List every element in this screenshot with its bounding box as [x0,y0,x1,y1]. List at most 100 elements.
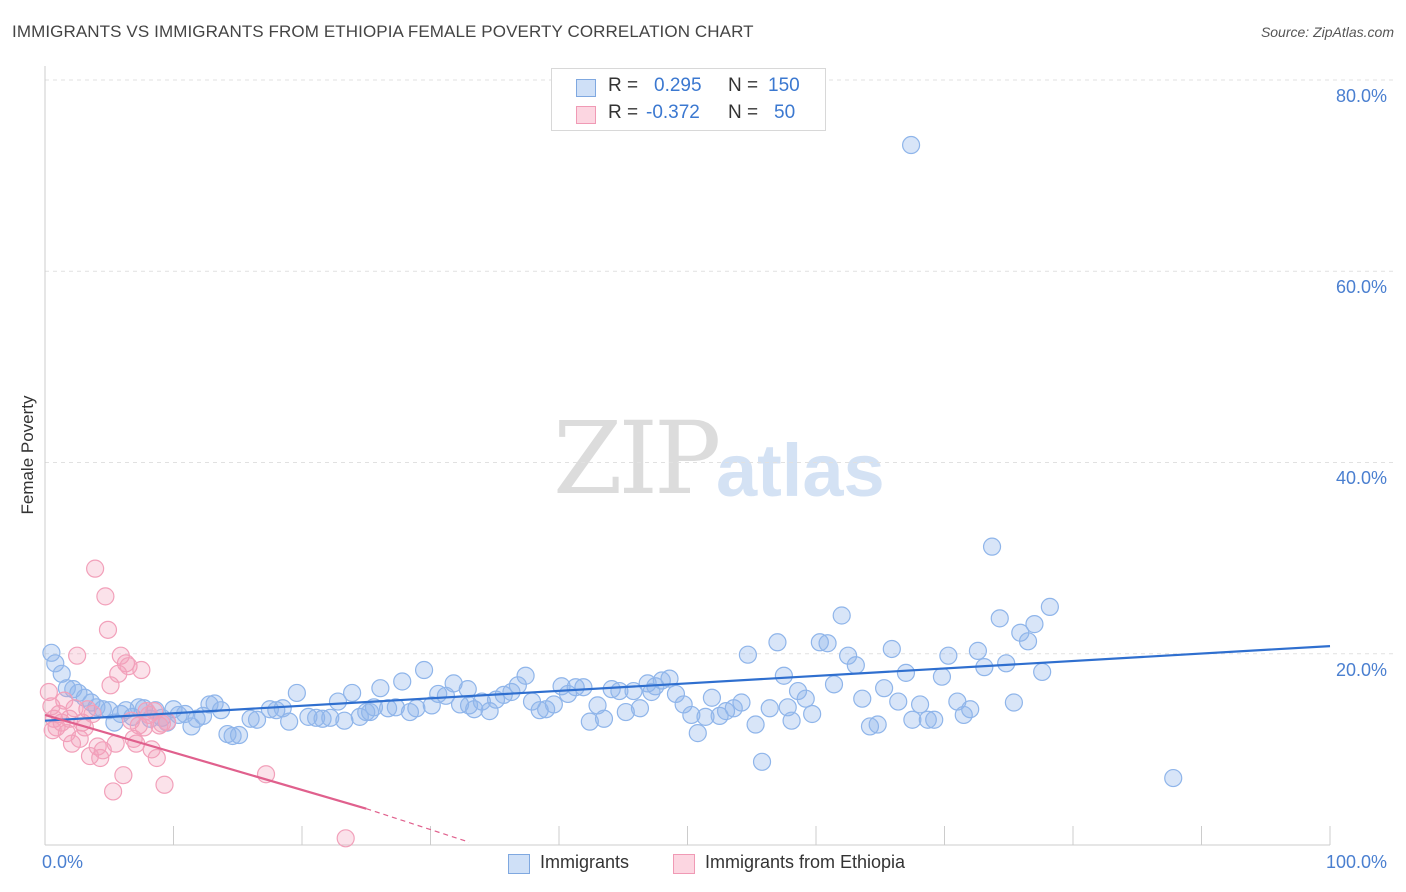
watermark-zip: ZIP [553,400,721,517]
data-point-immigrants [343,683,362,703]
ethiopia-points [39,559,355,848]
x-tick-label-min: 0.0% [42,852,84,872]
data-point-ethiopia [155,775,174,794]
trend-lines [44,645,1331,843]
data-point-immigrants [200,695,219,714]
data-point-ethiopia [116,654,136,673]
data-point-immigrants [910,695,930,714]
data-point-immigrants [361,702,380,722]
x-tick-label-max: 100.0% [1326,852,1388,872]
data-point-immigrants [247,710,267,729]
data-point-ethiopia [86,559,105,578]
data-point-immigrants [321,708,340,727]
data-point-immigrants [42,643,61,662]
data-point-immigrants [313,709,332,728]
data-point-immigrants [997,654,1016,673]
data-point-immigrants [1025,615,1044,634]
data-point-immigrants [896,663,916,682]
data-point-immigrants [982,537,1002,556]
data-point-immigrants [746,715,765,734]
data-point-ethiopia [65,699,84,718]
data-point-immigrants [458,680,477,699]
data-point-ethiopia [96,587,115,606]
data-point-immigrants [1033,662,1052,682]
data-point-immigrants [386,698,405,717]
data-point-ethiopia [55,691,74,710]
n-value: 50 [774,102,796,123]
data-point-immigrants [594,709,614,728]
data-point-ethiopia [336,829,355,848]
data-point-immigrants [414,660,434,680]
data-point-immigrants [307,708,326,727]
data-point-immigrants [660,669,679,688]
data-point-immigrants [642,682,661,702]
data-point-immigrants [939,646,958,665]
data-point-immigrants [574,678,593,697]
data-point-immigrants [788,681,808,701]
data-point-immigrants [796,689,815,708]
data-point-immigrants [52,664,71,683]
data-point-immigrants [918,710,937,729]
data-point-immigrants [1164,768,1183,788]
data-point-immigrants [371,679,390,698]
watermark-atlas: atlas [716,429,885,512]
data-point-immigrants [46,654,65,673]
r-value: 0.295 [654,75,702,96]
data-point-immigrants [818,634,837,653]
data-point-ethiopia [132,660,151,680]
immigrants-swatch [576,79,596,97]
y-axis-title: Female Poverty [18,395,37,515]
data-point-immigrants [774,666,793,685]
data-point-immigrants [702,688,722,707]
y-tick-label-80: 80.0% [1336,86,1388,106]
data-point-immigrants [696,707,715,726]
data-point-immigrants [393,672,412,691]
grid-lines [45,79,1395,655]
data-point-immigrants [459,696,479,715]
data-point-immigrants [760,699,779,718]
data-point-immigrants [768,633,787,652]
chart-title: IMMIGRANTS VS IMMIGRANTS FROM ETHIOPIA F… [12,22,754,41]
y-tick-label-20: 20.0% [1336,660,1388,680]
trend-line-ethiopia-extrapolated [366,808,470,843]
data-point-immigrants [630,699,650,718]
y-tick-label-40: 40.0% [1336,468,1388,488]
data-point-immigrants [901,135,921,155]
n-value: 150 [768,75,800,96]
data-point-immigrants [832,606,851,625]
ethiopia-swatch [576,106,596,124]
data-point-immigrants [810,633,829,652]
legend-label: Immigrants [540,852,630,872]
data-point-ethiopia [83,704,102,724]
data-point-ethiopia [39,682,58,702]
data-point-immigrants [853,689,872,708]
data-point-immigrants [682,705,701,725]
r-label: R = [608,102,639,123]
data-point-immigrants [223,726,242,746]
r-value: -0.372 [646,102,700,123]
data-point-immigrants [875,679,894,698]
data-point-immigrants [287,683,306,703]
trend-line-immigrants [44,645,1331,722]
data-point-immigrants [778,698,797,717]
n-label: N = [728,102,759,123]
data-point-immigrants [229,725,249,745]
data-point-ethiopia [43,721,62,740]
data-point-immigrants [205,694,224,713]
n-label: N = [728,75,759,96]
stats-box: R = 0.295 N = 150 R = -0.372 N = 50 [551,68,826,131]
data-point-immigrants [335,711,354,730]
data-point-ethiopia [157,712,177,731]
data-point-ethiopia [98,620,118,639]
data-point-immigrants [782,711,801,730]
data-point-immigrants [544,695,563,714]
legend-swatch-immigrants [508,854,530,874]
y-tick-label-60: 60.0% [1336,277,1388,297]
data-point-ethiopia [68,646,87,665]
data-point-immigrants [752,752,772,771]
data-point-immigrants [961,700,980,719]
data-point-immigrants [580,712,599,731]
data-point-ethiopia [114,766,133,785]
data-point-immigrants [824,675,844,694]
data-point-immigrants [925,710,944,729]
